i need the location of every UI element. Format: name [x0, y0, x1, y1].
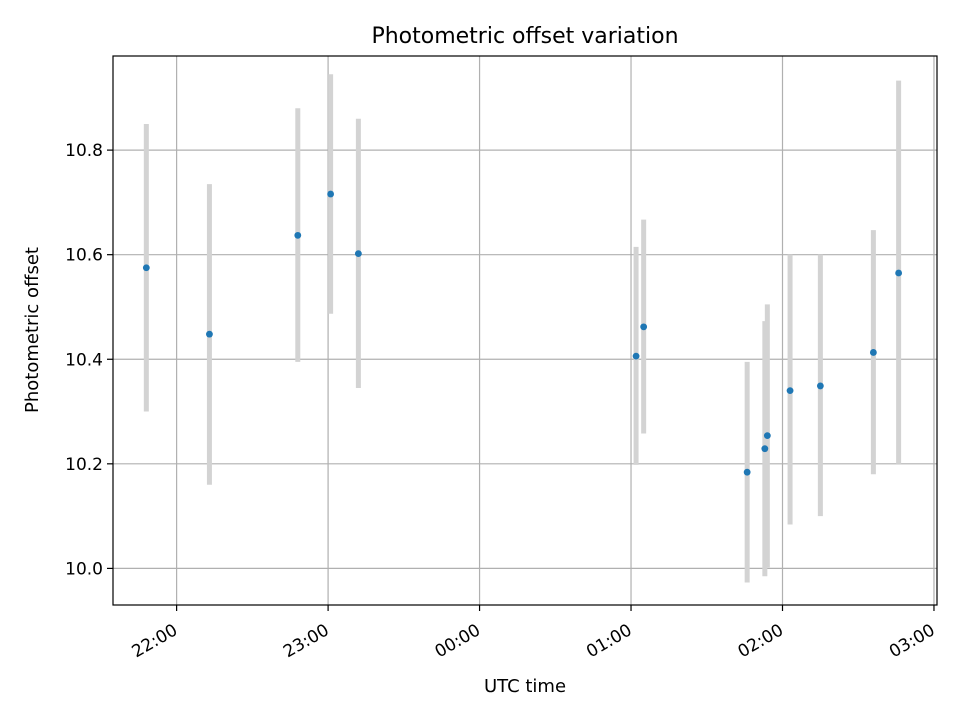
y-tick-label: 10.6 — [65, 246, 103, 266]
y-tick-label: 10.4 — [65, 350, 103, 370]
x-tick-label: 00:00 — [432, 620, 484, 662]
plot-area-frame — [112, 55, 938, 606]
axis-ticks: 22:00 23:00 00:00 01:00 02:00 03:00 10.0 10.2 10… — [65, 141, 938, 662]
data-point — [640, 323, 648, 331]
data-point — [763, 432, 771, 439]
x-tick-label: 22:00 — [129, 620, 181, 662]
y-tick-label: 10.0 — [65, 559, 103, 579]
data-point — [327, 190, 335, 198]
data-point — [816, 382, 824, 390]
data-points — [142, 190, 903, 476]
data-point — [206, 330, 213, 338]
data-point — [632, 352, 640, 360]
data-point — [142, 264, 150, 272]
data-point — [869, 349, 877, 356]
y-tick-label: 10.2 — [65, 455, 103, 475]
x-tick-label: 01:00 — [583, 620, 635, 662]
y-axis-label: Photometric offset — [22, 247, 43, 413]
data-point — [895, 269, 903, 277]
data-point — [354, 250, 362, 258]
x-tick-label: 23:00 — [280, 620, 332, 662]
data-point — [743, 468, 751, 476]
data-point — [761, 445, 769, 453]
x-tick-label: 03:00 — [886, 620, 938, 662]
x-tick-label: 02:00 — [735, 620, 787, 662]
x-axis-label: UTC time — [484, 676, 566, 697]
grid — [113, 56, 937, 605]
data-point — [294, 231, 302, 239]
data-point — [786, 387, 794, 395]
y-tick-label: 10.8 — [65, 141, 103, 161]
chart-title: Photometric offset variation — [371, 24, 678, 49]
